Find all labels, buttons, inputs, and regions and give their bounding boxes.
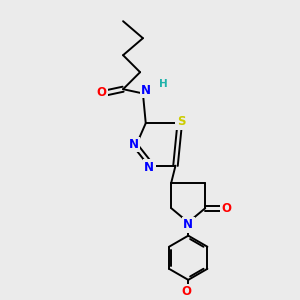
Text: S: S bbox=[177, 115, 185, 128]
Text: N: N bbox=[141, 83, 151, 97]
Text: O: O bbox=[97, 85, 107, 98]
Text: H: H bbox=[159, 80, 168, 89]
Text: N: N bbox=[144, 160, 154, 174]
Text: O: O bbox=[182, 285, 192, 298]
Text: N: N bbox=[129, 138, 139, 151]
Text: O: O bbox=[221, 202, 232, 215]
Text: N: N bbox=[183, 218, 193, 231]
